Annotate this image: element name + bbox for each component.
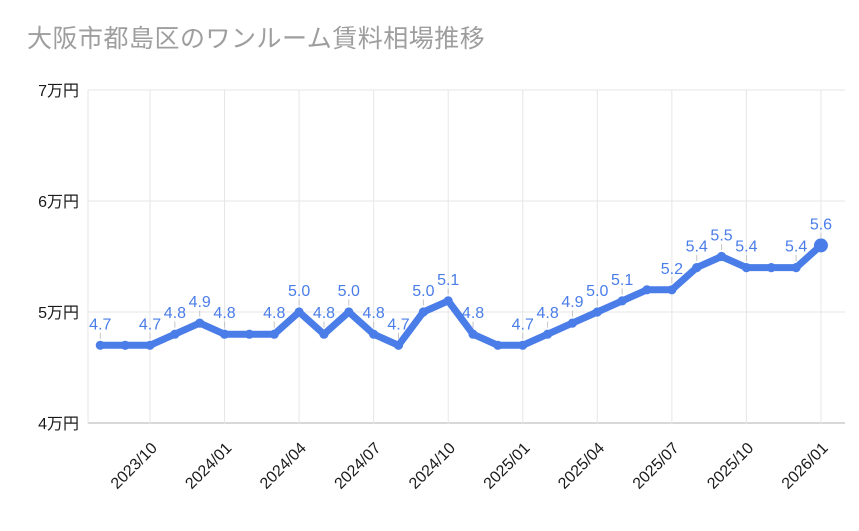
x-axis-label: 2024/01 xyxy=(182,440,235,493)
data-point-label: 5.1 xyxy=(611,272,633,289)
data-point[interactable] xyxy=(518,340,528,350)
data-point[interactable] xyxy=(319,329,329,339)
data-point[interactable] xyxy=(741,263,752,273)
data-point-label: 5.2 xyxy=(661,261,683,278)
data-point[interactable] xyxy=(692,263,702,273)
data-point[interactable] xyxy=(543,329,553,339)
data-point-label: 4.8 xyxy=(536,305,558,322)
x-axis-label: 2024/07 xyxy=(332,440,385,493)
data-point[interactable] xyxy=(145,340,155,350)
data-point[interactable] xyxy=(617,296,627,306)
data-point[interactable] xyxy=(294,307,304,317)
x-axis-label: 2024/10 xyxy=(406,440,459,493)
chart-title: 大阪市都島区のワンルーム賃料相場推移 xyxy=(27,25,486,53)
data-point[interactable] xyxy=(369,329,379,339)
data-point[interactable] xyxy=(667,285,677,295)
data-point-label: 4.8 xyxy=(313,305,335,322)
data-point[interactable] xyxy=(493,340,503,350)
data-point-label: 4.8 xyxy=(213,305,235,322)
data-point-label: 4.8 xyxy=(462,305,484,322)
data-point[interactable] xyxy=(716,251,727,262)
x-axis-label: 2025/01 xyxy=(481,440,534,493)
data-point-label: 4.7 xyxy=(387,316,409,333)
data-point[interactable] xyxy=(269,329,279,339)
x-axis-label: 2025/04 xyxy=(555,440,608,493)
x-axis-label: 2025/07 xyxy=(630,440,683,493)
y-axis-label: 4万円 xyxy=(38,416,79,433)
data-point[interactable] xyxy=(642,285,652,295)
data-point-label: 4.8 xyxy=(363,305,385,322)
data-point-label: 5.5 xyxy=(710,228,732,245)
data-point[interactable] xyxy=(567,318,578,328)
data-point-latest[interactable] xyxy=(813,238,828,253)
data-point-label: 4.9 xyxy=(561,294,583,311)
data-point-label: 5.4 xyxy=(785,239,807,256)
data-point-label: 5.6 xyxy=(810,216,832,233)
data-point-label: 4.9 xyxy=(189,294,211,311)
data-point[interactable] xyxy=(195,318,205,328)
data-point[interactable] xyxy=(468,329,478,339)
data-point-label: 5.0 xyxy=(338,283,360,300)
y-axis-label: 6万円 xyxy=(38,194,79,211)
data-point-label: 4.7 xyxy=(512,316,534,333)
data-point[interactable] xyxy=(791,263,801,273)
data-point-label: 5.1 xyxy=(437,272,459,289)
data-point[interactable] xyxy=(95,340,105,350)
data-point-label: 5.0 xyxy=(412,283,434,300)
data-point-label: 5.4 xyxy=(735,239,757,256)
data-point-label: 5.0 xyxy=(288,283,310,300)
data-point[interactable] xyxy=(344,307,354,317)
data-point[interactable] xyxy=(592,307,602,317)
y-axis-label: 7万円 xyxy=(38,83,79,100)
data-point[interactable] xyxy=(219,329,230,339)
data-point-label: 5.4 xyxy=(686,239,708,256)
x-axis-label: 2025/10 xyxy=(704,440,757,493)
x-axis-label: 2023/10 xyxy=(108,440,161,493)
x-axis-label: 2024/04 xyxy=(257,440,310,493)
data-point-label: 5.0 xyxy=(586,283,608,300)
data-point[interactable] xyxy=(244,329,254,339)
data-point-label: 4.7 xyxy=(89,316,111,333)
y-axis-label: 5万円 xyxy=(38,305,79,322)
data-point-label: 4.8 xyxy=(164,305,186,322)
x-axis-label: 2026/01 xyxy=(779,440,832,493)
data-point[interactable] xyxy=(443,296,453,306)
data-point[interactable] xyxy=(766,263,776,273)
data-point[interactable] xyxy=(170,329,180,339)
data-point-label: 4.7 xyxy=(139,316,161,333)
data-point[interactable] xyxy=(120,340,130,350)
data-point[interactable] xyxy=(418,307,428,317)
data-point-label: 4.8 xyxy=(263,305,285,322)
data-point[interactable] xyxy=(393,340,404,350)
